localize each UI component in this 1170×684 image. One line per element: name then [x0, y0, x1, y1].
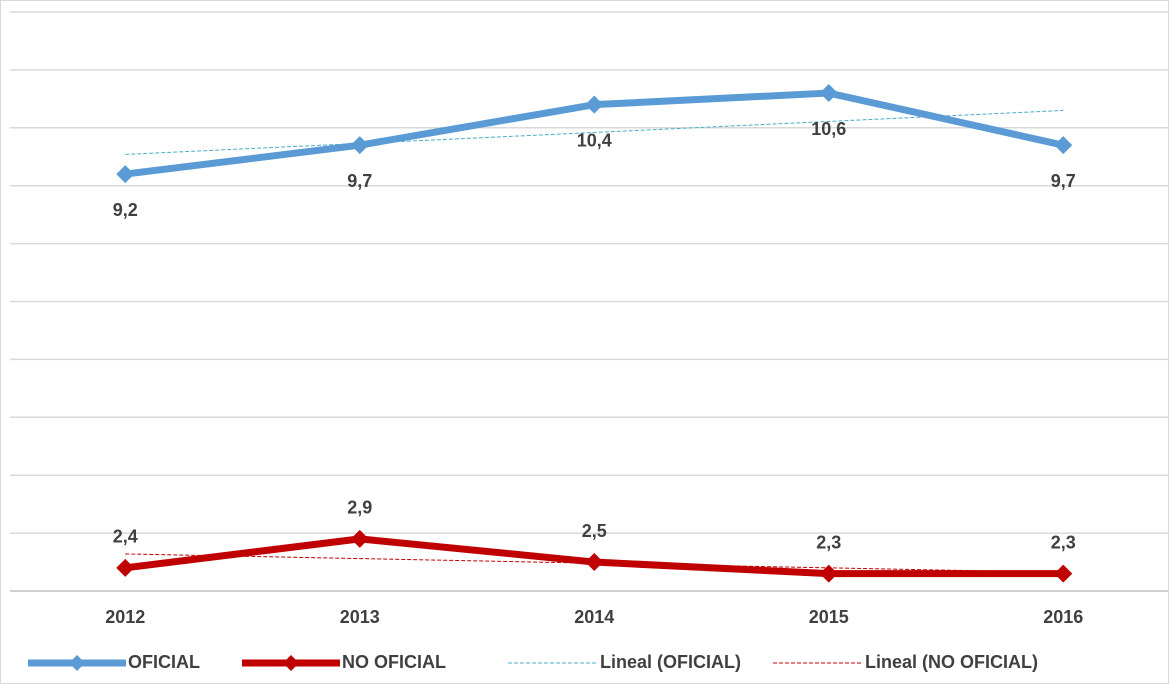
legend-label: OFICIAL — [128, 652, 200, 672]
data-label: 2,9 — [347, 498, 372, 518]
point-marker — [819, 84, 838, 103]
point-marker — [116, 558, 135, 577]
point-marker — [585, 95, 604, 114]
data-label: 9,7 — [1051, 171, 1076, 191]
data-label: 9,2 — [113, 200, 138, 220]
x-tick-label: 2014 — [574, 607, 614, 627]
data-label: 2,4 — [113, 527, 138, 547]
x-tick-label: 2013 — [340, 607, 380, 627]
data-label: 2,3 — [1051, 532, 1076, 552]
trendline — [125, 109, 1064, 155]
data-label: 2,5 — [582, 521, 607, 541]
point-marker — [350, 136, 369, 155]
x-tick-label: 2015 — [809, 607, 849, 627]
legend-label: NO OFICIAL — [342, 652, 446, 672]
point-marker — [116, 165, 135, 184]
legend-label: Lineal (NO OFICIAL) — [865, 652, 1038, 672]
legend-marker — [283, 655, 299, 671]
point-marker — [1054, 564, 1073, 583]
legend-label: Lineal (OFICIAL) — [600, 652, 741, 672]
point-marker — [585, 553, 604, 572]
data-label: 2,3 — [816, 532, 841, 552]
point-marker — [350, 529, 369, 548]
legend-marker — [69, 655, 85, 671]
x-tick-label: 2016 — [1043, 607, 1083, 627]
data-label: 9,7 — [347, 171, 372, 191]
x-tick-label: 2012 — [105, 607, 145, 627]
data-label: 10,4 — [577, 130, 612, 150]
data-label: 10,6 — [811, 119, 846, 139]
point-marker — [1054, 136, 1073, 155]
point-marker — [819, 564, 838, 583]
